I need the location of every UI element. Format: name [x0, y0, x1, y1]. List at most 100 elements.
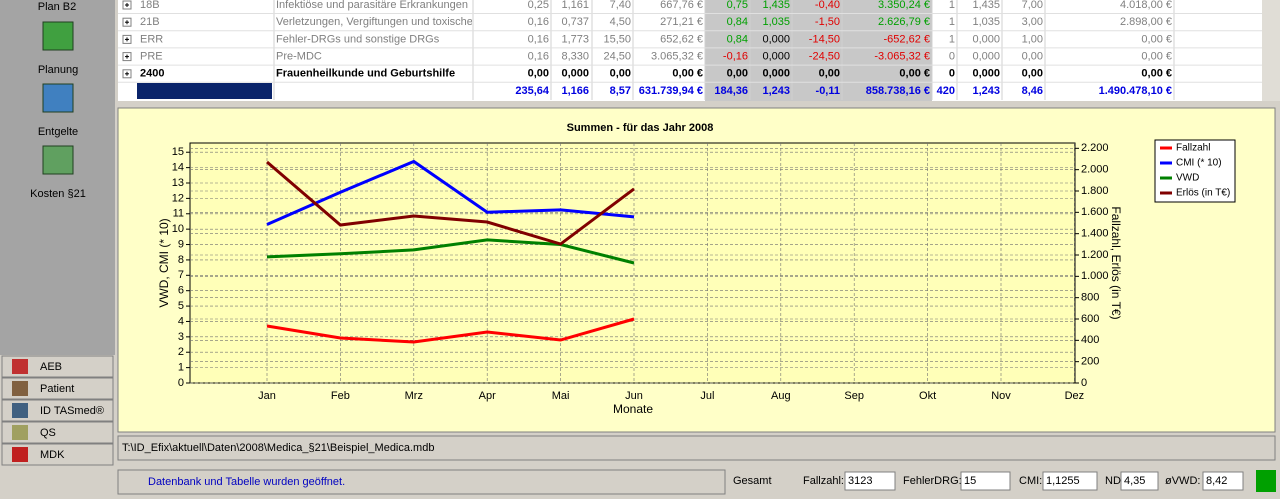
kr-icon: [1256, 470, 1276, 492]
row-cell: 7,40: [610, 0, 631, 11]
x-tick-label: Sep: [844, 390, 864, 402]
menu-button[interactable]: [1, 377, 114, 400]
row-cell: 7,00: [1022, 0, 1043, 11]
menu-button[interactable]: [1, 443, 114, 466]
row-name: Fehler-DRGs und sonstige DRGs: [276, 33, 440, 45]
menu-button[interactable]: [1, 355, 114, 378]
row-cell: -3.065,32 €: [874, 51, 930, 63]
y2-tick-label: 800: [1081, 292, 1099, 304]
row-cell: 1,035: [972, 16, 1000, 28]
table: [118, 0, 1262, 101]
y2-axis-label: Fallzahl, Erlös (in T€): [1109, 206, 1123, 319]
menu-button[interactable]: [1, 399, 114, 422]
row-cell: 4.018,00 €: [1120, 0, 1172, 11]
x-tick-label: Mrz: [405, 390, 423, 402]
row-cell: 3.065,32 €: [651, 51, 703, 63]
status-message-box: [117, 469, 726, 495]
sidebar: [0, 0, 115, 355]
x-tick-label: Okt: [919, 390, 936, 402]
total-cell: 235,64: [515, 85, 550, 97]
row-cell: 0,000: [762, 33, 790, 45]
y-tick-label: 3: [178, 331, 184, 343]
row-cell: 4,50: [610, 16, 631, 28]
row-cell: 0,16: [528, 16, 549, 28]
total-cell: 1,166: [561, 85, 589, 97]
row-cell: 0,75: [727, 0, 748, 11]
x-axis-label: Monate: [613, 402, 653, 416]
status-field-box: [960, 471, 1011, 491]
status-field-label: FehlerDRG:: [903, 475, 962, 487]
y-tick-label: 6: [178, 285, 184, 297]
x-tick-label: Nov: [991, 390, 1011, 402]
row-cell: 0,84: [727, 33, 748, 45]
series-line: [266, 160, 635, 246]
row-cell: 0,00: [819, 68, 840, 80]
menu-label: Patient: [40, 383, 74, 395]
y-tick-label: 9: [178, 238, 184, 250]
legend-label: Erlös (in T€): [1176, 188, 1230, 199]
x-tick-label: Feb: [331, 390, 350, 402]
row-cell: 0,00 €: [1141, 33, 1172, 45]
row-cell: 0,00: [610, 68, 631, 80]
y2-tick-label: 2.000: [1081, 164, 1109, 176]
selected-cell: [137, 83, 272, 99]
sidebar-icon: [42, 83, 74, 113]
y-tick-label: 1: [178, 362, 184, 374]
row-cell: 0,16: [528, 33, 549, 45]
x-tick-label: Apr: [479, 390, 496, 402]
x-tick-label: Jun: [625, 390, 643, 402]
row-cell: 1,00: [1022, 33, 1043, 45]
legend-label: VWD: [1176, 173, 1199, 184]
legend-label: CMI (* 10): [1176, 158, 1222, 169]
row-cell: 0,000: [972, 51, 1000, 63]
row-code: ERR: [140, 33, 163, 45]
x-tick-label: Jan: [258, 390, 276, 402]
x-tick-label: Mai: [552, 390, 570, 402]
file-path: T:\ID_Efix\aktuell\Daten\2008\Medica_§21…: [122, 442, 434, 454]
row-cell: -24,50: [809, 51, 840, 63]
row-cell: 1,035: [762, 16, 790, 28]
row-cell: 3.350,24 €: [878, 0, 930, 11]
row-name: Infektiöse und parasitäre Erkrankungen: [276, 0, 468, 11]
row-cell: 0,84: [727, 16, 748, 28]
menu-button[interactable]: [1, 421, 114, 444]
menu-label: AEB: [40, 361, 62, 373]
row-name: Verletzungen, Vergiftungen und toxische …: [276, 16, 478, 28]
row-cell: 0,00: [528, 68, 549, 80]
row-cell: 1,773: [561, 33, 589, 45]
y2-tick-label: 1.600: [1081, 206, 1109, 218]
sidebar-item: Kosten §21: [30, 188, 86, 200]
y2-tick-label: 400: [1081, 334, 1099, 346]
row-cell: 271,21 €: [660, 16, 703, 28]
total-cell: 420: [937, 85, 955, 97]
status-field-value: 1,1255: [1046, 475, 1080, 487]
series-line: [266, 159, 635, 226]
row-cell: 1: [949, 0, 955, 11]
total-cell: 858.738,16 €: [866, 85, 930, 97]
row-cell: 0: [949, 68, 955, 80]
row-cell: 0,00: [1022, 51, 1043, 63]
status-field-label: øVWD:: [1165, 475, 1200, 487]
row-cell: -14,50: [809, 33, 840, 45]
y-tick-label: 14: [172, 162, 184, 174]
row-cell: -0,16: [723, 51, 748, 63]
total-cell: 1,243: [972, 85, 1000, 97]
series-line: [266, 317, 635, 344]
menu-icon: [12, 359, 28, 374]
row-code: PRE: [140, 51, 163, 63]
row-code: 21B: [140, 16, 160, 28]
sidebar-item: Planung: [38, 64, 78, 76]
y2-tick-label: 1.200: [1081, 249, 1109, 261]
total-cell: -0,11: [816, 85, 840, 97]
row-cell: 8,330: [561, 51, 589, 63]
row-cell: 0,737: [561, 16, 589, 28]
row-cell: 1: [949, 33, 955, 45]
row-cell: 0,25: [528, 0, 549, 11]
row-cell: 667,76 €: [660, 0, 703, 11]
menu-icon: [12, 381, 28, 396]
menu-icon: [12, 425, 28, 440]
status-field-box: [1120, 471, 1159, 491]
total-cell: 1,243: [762, 85, 790, 97]
row-cell: 0,00: [1022, 68, 1043, 80]
